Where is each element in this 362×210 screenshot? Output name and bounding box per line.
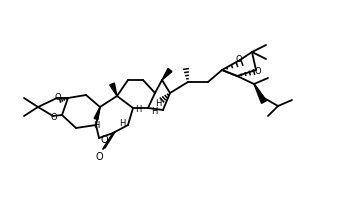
Text: O: O <box>95 152 103 162</box>
Text: O: O <box>236 55 242 63</box>
Text: H: H <box>135 105 141 114</box>
Text: H: H <box>151 106 157 116</box>
Text: H: H <box>119 119 125 129</box>
Polygon shape <box>94 107 100 120</box>
Text: O: O <box>51 113 57 122</box>
Text: H: H <box>93 121 99 130</box>
Polygon shape <box>254 84 266 103</box>
Text: O: O <box>255 67 261 76</box>
Polygon shape <box>162 68 172 80</box>
Polygon shape <box>110 83 117 96</box>
Text: O: O <box>100 135 108 145</box>
Text: O: O <box>55 92 61 101</box>
Text: H: H <box>155 98 161 108</box>
